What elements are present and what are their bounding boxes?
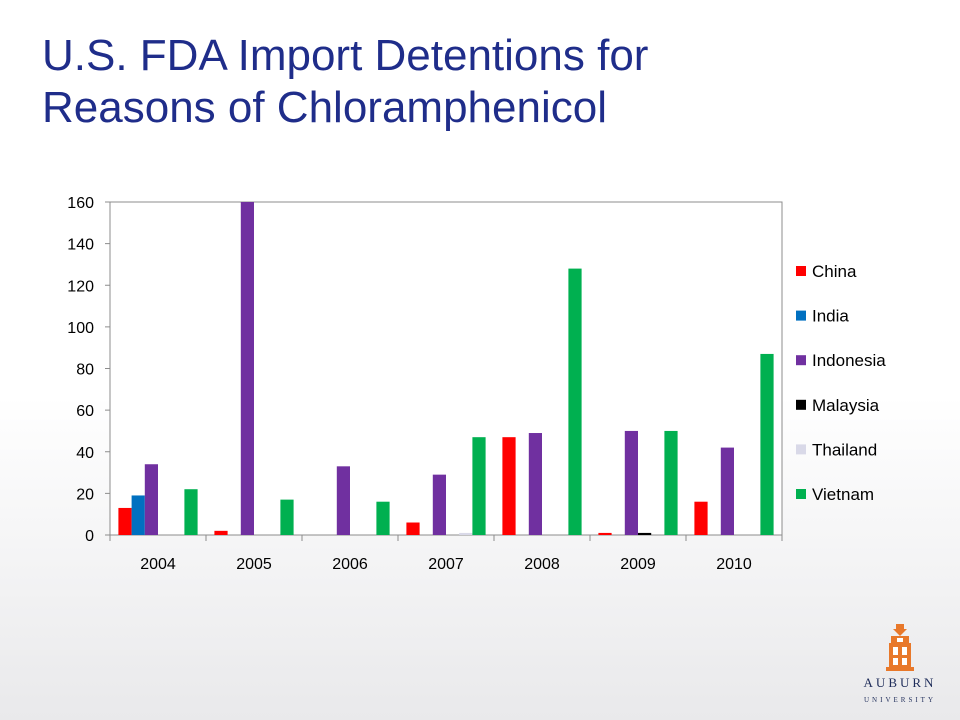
legend-swatch-thailand xyxy=(796,444,806,455)
x-tick-label: 2010 xyxy=(716,556,752,573)
legend-label-china: China xyxy=(812,262,857,281)
y-tick-label: 0 xyxy=(85,528,94,545)
bar-thailand-2007 xyxy=(459,532,473,535)
y-tick-label: 80 xyxy=(76,362,94,379)
slide-title: U.S. FDA Import Detentions for Reasons o… xyxy=(42,30,902,134)
slide-title-line-2: Reasons of Chloramphenicol xyxy=(42,83,607,132)
bar-india-2004 xyxy=(131,495,145,535)
legend-label-indonesia: Indonesia xyxy=(812,351,886,370)
bar-vietnam-2008 xyxy=(568,268,582,535)
legend-label-malaysia: Malaysia xyxy=(812,396,880,415)
bar-china-2004 xyxy=(118,507,132,535)
legend-label-vietnam: Vietnam xyxy=(812,485,874,504)
bar-china-2010 xyxy=(694,501,708,535)
bar-indonesia-2004 xyxy=(144,464,158,535)
bar-china-2008 xyxy=(502,437,516,535)
slide-title-line-1: U.S. FDA Import Detentions for xyxy=(42,31,649,80)
y-tick-label: 20 xyxy=(76,486,94,503)
bar-indonesia-2007 xyxy=(432,474,446,535)
x-tick-label: 2009 xyxy=(620,556,656,573)
logo-subword: UNIVERSITY xyxy=(864,696,936,704)
y-tick-label: 140 xyxy=(67,237,94,254)
y-tick-label: 160 xyxy=(67,195,94,212)
x-tick-label: 2005 xyxy=(236,556,272,573)
legend-swatch-india xyxy=(796,310,806,321)
bar-china-2007 xyxy=(406,522,420,535)
legend-swatch-indonesia xyxy=(796,355,806,366)
tower-icon xyxy=(886,624,914,671)
bar-vietnam-2004 xyxy=(184,489,198,535)
legend-label-thailand: Thailand xyxy=(812,440,877,459)
bar-indonesia-2009 xyxy=(624,430,638,535)
x-tick-label: 2008 xyxy=(524,556,560,573)
x-tick-label: 2007 xyxy=(428,556,464,573)
y-tick-label: 60 xyxy=(76,403,94,420)
legend-label-india: India xyxy=(812,307,849,326)
y-tick-label: 100 xyxy=(67,320,94,337)
legend-swatch-vietnam xyxy=(796,489,806,499)
legend-swatch-malaysia xyxy=(796,399,806,410)
y-tick-label: 40 xyxy=(76,445,94,462)
bar-china-2005 xyxy=(214,530,228,535)
y-tick-label: 120 xyxy=(67,278,94,295)
bar-indonesia-2006 xyxy=(336,466,350,535)
bar-vietnam-2007 xyxy=(472,437,486,535)
bar-china-2009 xyxy=(598,532,612,535)
bar-indonesia-2005 xyxy=(240,202,254,535)
bar-indonesia-2010 xyxy=(720,447,734,535)
bar-vietnam-2010 xyxy=(760,353,774,535)
bar-vietnam-2005 xyxy=(280,499,294,535)
bar-vietnam-2006 xyxy=(376,501,390,535)
bar-indonesia-2008 xyxy=(528,433,542,535)
logo-wordmark: AUBURN xyxy=(864,675,937,690)
bar-malaysia-2009 xyxy=(638,532,652,535)
legend-swatch-china xyxy=(796,266,806,276)
bar-vietnam-2009 xyxy=(664,430,678,535)
x-tick-label: 2006 xyxy=(332,556,368,573)
x-tick-label: 2004 xyxy=(140,556,176,573)
